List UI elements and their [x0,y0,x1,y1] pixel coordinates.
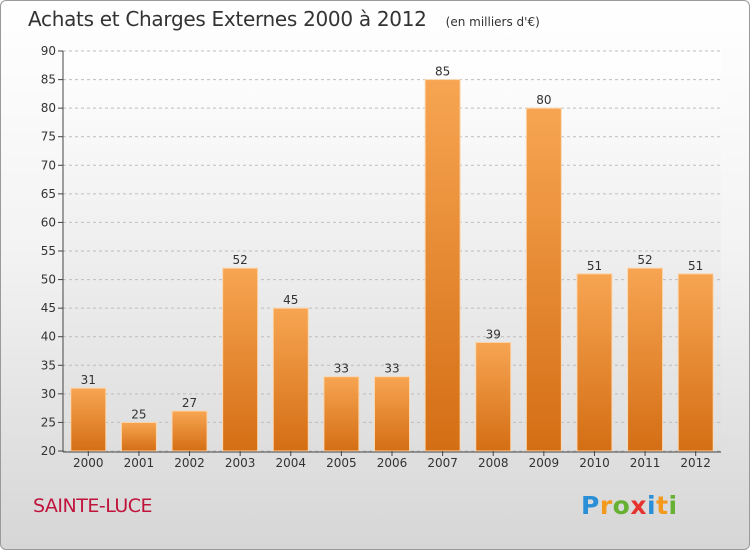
y-tick-label: 50 [41,273,56,287]
bar[interactable] [120,421,157,452]
x-tick-label: 2009 [529,456,560,470]
logo-letter: o [612,491,631,520]
y-axis-ticks: 20 25 30 35 40 45 50 55 60 65 70 75 80 85 90 [41,44,63,458]
x-tick-label: 2004 [275,456,306,470]
bar[interactable] [677,273,714,452]
bar[interactable] [374,376,410,452]
data-label: 45 [283,293,298,307]
bar[interactable] [424,79,461,452]
x-tick-label: 2005 [326,456,357,470]
data-label: 33 [384,362,399,376]
logo-letter: t [656,491,669,520]
data-label: 85 [435,65,450,79]
chart-subtitle: (en milliers d'€) [445,15,540,29]
y-tick-label: 65 [41,187,56,201]
chart-title: Achats et Charges Externes 2000 à 2012 [28,7,427,31]
logo-letter: i [668,491,678,520]
bar[interactable] [70,387,107,452]
data-label: 52 [637,253,652,267]
bar[interactable] [171,410,208,452]
bar[interactable] [475,341,512,452]
y-tick-label: 80 [41,101,56,115]
bar[interactable] [627,267,664,452]
x-tick-label: 2008 [478,456,509,470]
bar[interactable] [222,267,259,452]
data-label: 31 [81,373,96,387]
y-tick-label: 20 [41,444,56,458]
x-tick-label: 2002 [174,456,205,470]
y-tick-label: 30 [41,387,56,401]
y-tick-label: 40 [41,330,56,344]
x-tick-label: 2001 [124,456,155,470]
bar[interactable] [525,107,562,452]
city-name: SAINTE-LUCE [33,495,153,517]
y-tick-label: 75 [41,130,56,144]
data-label: 51 [587,259,602,273]
data-label: 25 [131,407,146,421]
logo-letter: P [581,491,600,520]
bar[interactable] [272,307,309,452]
y-tick-label: 45 [41,301,56,315]
x-tick-label: 2007 [427,456,458,470]
logo-letter: r [599,491,613,520]
x-tick-label: 2000 [73,456,104,470]
y-tick-label: 70 [41,158,56,172]
bars [70,79,714,452]
y-tick-label: 85 [41,73,56,87]
x-tick-label: 2003 [225,456,256,470]
data-label: 51 [688,259,703,273]
x-tick-label: 2012 [680,456,711,470]
x-axis-ticks: 2000 2001 2002 2003 2004 2005 2006 2007 2008 2009… [73,451,711,470]
logo-letter: i [647,491,657,520]
logo-letter: x [630,491,647,520]
y-tick-label: 35 [41,358,56,372]
data-label: 80 [536,93,551,107]
data-label: 33 [334,362,349,376]
x-tick-label: 2010 [579,456,610,470]
title-row: Achats et Charges Externes 2000 à 2012 (… [28,7,540,31]
x-tick-label: 2011 [630,456,661,470]
proxiti-logo[interactable]: Proxiti [581,491,678,520]
x-tick-label: 2006 [377,456,408,470]
y-tick-label: 60 [41,215,56,229]
bar[interactable] [576,273,613,452]
data-label: 27 [182,396,197,410]
y-tick-label: 90 [41,44,56,58]
y-tick-label: 55 [41,244,56,258]
y-tick-label: 25 [41,415,56,429]
data-label: 52 [233,253,248,267]
bar[interactable] [323,376,360,452]
data-label: 39 [486,327,501,341]
data-labels: 31 25 27 52 45 33 33 85 39 80 51 52 51 [81,65,704,422]
